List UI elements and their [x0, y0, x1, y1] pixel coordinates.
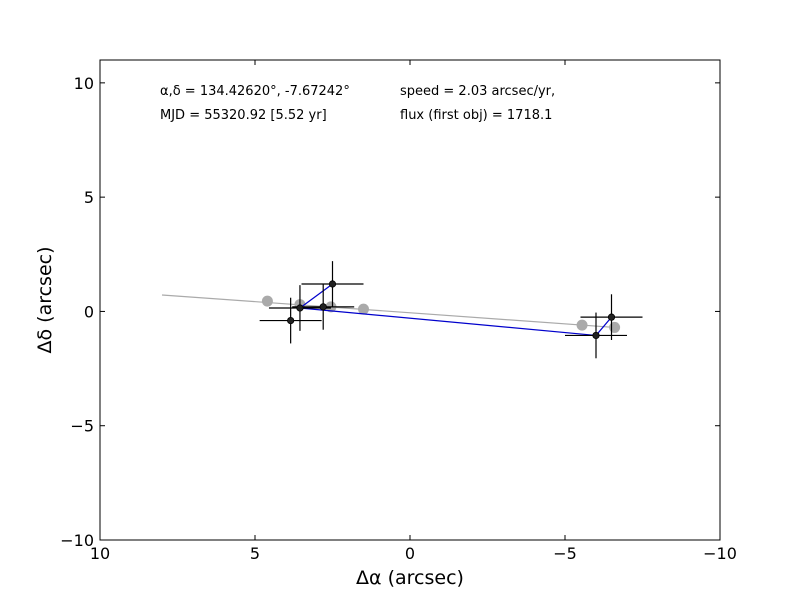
- fit-line: [161, 294, 615, 329]
- annotation-mjd: MJD = 55320.92 [5.52 yr]: [160, 108, 327, 123]
- plot-area: [161, 261, 643, 359]
- y-tick-label: −10: [60, 531, 94, 550]
- observation-point: [287, 316, 295, 325]
- observation-point: [607, 313, 616, 321]
- observation-point: [592, 331, 600, 340]
- observation-point: [296, 304, 304, 312]
- x-tick-label: 10: [90, 544, 110, 563]
- y-tick-label: −5: [70, 417, 94, 436]
- y-tick-label: 10: [74, 74, 94, 93]
- annotation-flux: flux (first obj) = 1718.1: [400, 108, 552, 123]
- observation-point: [328, 280, 337, 288]
- x-tick-label: 0: [405, 544, 415, 563]
- predicted-point: [609, 321, 621, 333]
- predicted-point: [261, 295, 273, 307]
- connection-line: [299, 283, 333, 309]
- x-tick-label: 5: [250, 544, 260, 563]
- predicted-point: [576, 319, 588, 331]
- x-tick-label: −5: [553, 544, 577, 563]
- annotation-coords: α,δ = 134.42620°, -7.67242°: [160, 84, 350, 99]
- connection-line: [299, 307, 597, 337]
- annotation-speed: speed = 2.03 arcsec/yr,: [400, 84, 555, 99]
- observation-point: [319, 303, 327, 311]
- x-axis-label: Δα (arcsec): [356, 567, 464, 589]
- y-tick-label: 0: [84, 302, 94, 321]
- y-tick-label: 5: [84, 188, 94, 207]
- x-tick-label: −10: [703, 544, 737, 563]
- y-axis-label: Δδ (arcsec): [34, 246, 56, 353]
- connection-line: [595, 316, 612, 336]
- predicted-point: [358, 303, 369, 315]
